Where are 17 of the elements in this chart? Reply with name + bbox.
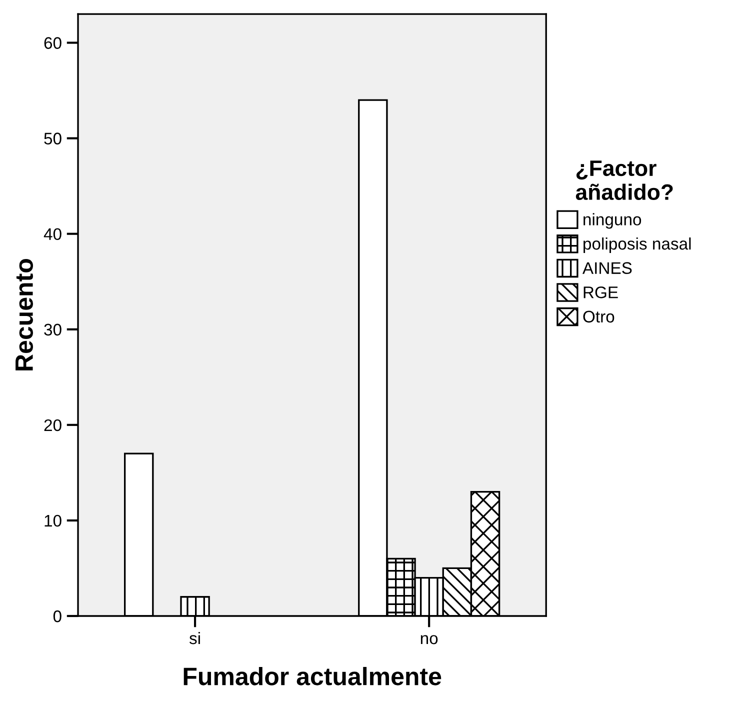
legend-title: ¿Factor añadido? [576,160,673,200]
legend-label: ninguno [584,213,642,229]
legend-label: RGE [584,286,618,298]
legend-label: poliposis nasal [584,237,691,253]
x-tick-label: si [189,632,200,644]
x-tick-label: no [420,635,438,644]
y-tick-label: 20 [44,419,62,432]
y-tick-label: 10 [44,514,62,527]
x-axis-title: Fumador actualmente [184,666,442,686]
y-tick-label: 40 [44,228,62,240]
legend-label: Otro [583,310,614,323]
y-tick-label: 0 [53,610,62,622]
y-tick-label: 50 [44,132,62,144]
legend-label: AINES [582,262,632,274]
y-axis-title: Recuento [16,259,34,370]
y-tick-label: 30 [44,324,62,336]
y-tick-label: 60 [44,37,62,49]
